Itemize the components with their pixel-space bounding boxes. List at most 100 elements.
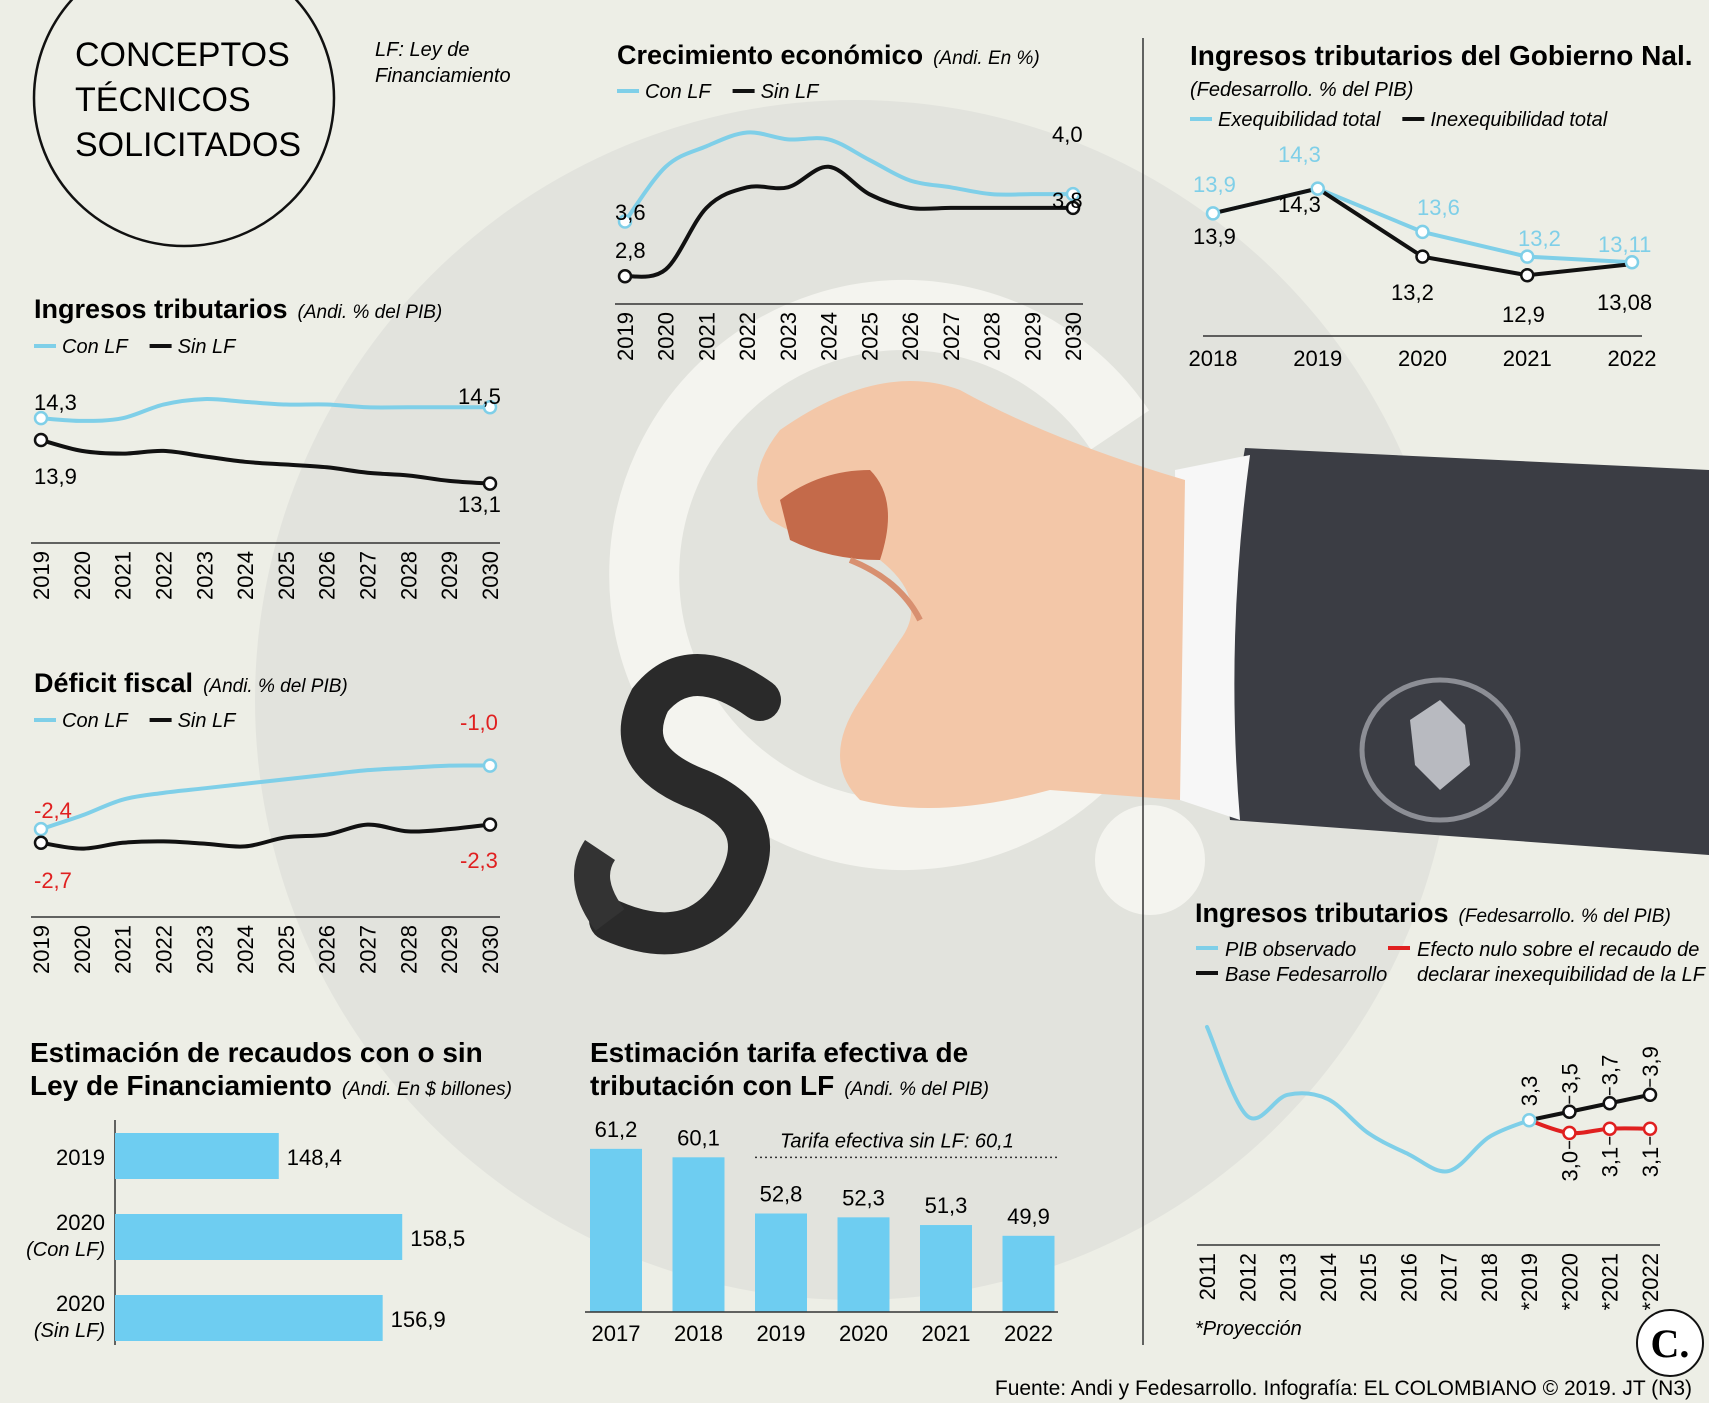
- data-label: -1,0: [460, 710, 498, 735]
- data-point: [33, 432, 49, 448]
- data-label: 13,9: [1193, 224, 1236, 249]
- x-tick-label: 2025: [857, 312, 882, 361]
- data-label: -2,4: [34, 798, 72, 823]
- data-point: [1642, 1087, 1658, 1103]
- x-tick-label: 2029: [437, 551, 462, 600]
- chart-subtitle: (Fedesarrollo. % del PIB): [1190, 79, 1413, 101]
- dollar-sign-icon: [574, 654, 781, 955]
- x-tick-label: 2024: [233, 551, 258, 600]
- x-tick-label: 2018: [674, 1321, 723, 1346]
- x-tick-label: 2030: [478, 925, 503, 974]
- data-label: -2,7: [34, 868, 72, 893]
- x-tick-label: 2014: [1316, 1253, 1341, 1302]
- data-point: [1065, 200, 1081, 216]
- series-line: [1527, 1092, 1652, 1123]
- data-label: 13,6: [1417, 195, 1460, 220]
- x-tick-label: 2019: [757, 1321, 806, 1346]
- legend-label: Sin LF: [178, 336, 238, 358]
- x-tick-label: 2020: [70, 551, 95, 600]
- bar: [920, 1225, 972, 1312]
- legend-label: Inexequibilidad total: [1430, 109, 1607, 131]
- data-point: [33, 821, 49, 837]
- note-line-1: LF: Ley de: [375, 39, 470, 61]
- series-line: [623, 130, 1075, 224]
- data-point: [1562, 1125, 1577, 1141]
- logo-icon: [1636, 1309, 1704, 1377]
- series-line: [1205, 1024, 1532, 1174]
- data-point: [1562, 1104, 1577, 1119]
- data-label: 3,7: [1598, 1055, 1623, 1086]
- x-tick-label: 2027: [356, 925, 381, 974]
- watermark-dot-icon: [1095, 805, 1205, 915]
- x-tick-label: 2020: [1398, 346, 1447, 371]
- chart-title: Déficit fiscal: [34, 668, 193, 698]
- data-point: [1602, 1096, 1617, 1111]
- x-tick-label: 2026: [898, 312, 923, 361]
- x-tick-label: 2023: [192, 551, 217, 600]
- series-line: [39, 763, 492, 832]
- source-text: Fuente: Andi y Fedesarrollo. Infografía:…: [995, 1377, 1692, 1400]
- data-label: 61,2: [595, 1117, 638, 1142]
- legend-label: Con LF: [62, 710, 129, 732]
- data-point: [1602, 1121, 1617, 1136]
- category-label: 2020: [56, 1291, 105, 1316]
- series-line: [39, 397, 492, 423]
- note-line-2: Financiamiento: [375, 65, 511, 87]
- data-label: 3,9: [1638, 1046, 1663, 1077]
- data-label: 13,9: [34, 464, 77, 489]
- x-tick-label: 2022: [151, 925, 176, 974]
- data-point: [617, 214, 633, 229]
- x-tick-label: 2027: [356, 551, 381, 600]
- x-tick-label: 2020: [70, 925, 95, 974]
- x-tick-label: 2012: [1235, 1253, 1260, 1302]
- x-tick-label: 2019: [613, 312, 638, 361]
- data-point: [482, 400, 498, 415]
- legend-label: Base Fedesarrollo: [1225, 964, 1387, 986]
- series-line: [39, 438, 492, 486]
- data-label: 52,3: [842, 1185, 885, 1210]
- chart-subtitle: (Andi. En %): [933, 48, 1040, 69]
- series-line: [39, 822, 492, 851]
- circle-line-3: SOLICITADOS: [75, 126, 301, 164]
- circle-line-2: TÉCNICOS: [75, 81, 251, 119]
- data-label: 3,5: [1557, 1063, 1582, 1094]
- x-tick-label: *2021: [1598, 1253, 1623, 1311]
- data-label: 51,3: [925, 1193, 968, 1218]
- data-label: 13,08: [1597, 290, 1652, 315]
- x-tick-label: 2019: [1293, 346, 1342, 371]
- data-point: [1624, 254, 1640, 270]
- data-point: [482, 817, 498, 832]
- chart-subtitle: (Andi. En $ billones): [342, 1079, 512, 1100]
- chart-title: Ingresos tributarios: [34, 294, 288, 324]
- hand-illustration-icon: [757, 381, 1709, 855]
- x-tick-label: 2029: [1020, 312, 1045, 361]
- x-tick-label: 2021: [111, 551, 136, 600]
- x-tick-label: 2018: [1477, 1253, 1502, 1302]
- watermark-circle: [255, 100, 1455, 1300]
- x-tick-label: 2022: [735, 312, 760, 361]
- legend-label: Con LF: [62, 336, 129, 358]
- data-label: 13,2: [1518, 226, 1561, 251]
- data-point: [1205, 206, 1221, 221]
- data-label: 2,8: [615, 238, 646, 263]
- legend-label: Sin LF: [178, 710, 238, 732]
- category-label: 2020: [56, 1210, 105, 1235]
- x-tick-label: *2022: [1638, 1253, 1663, 1311]
- data-label: 158,5: [410, 1226, 465, 1251]
- data-label: 13,1: [458, 492, 501, 517]
- x-tick-label: 2023: [776, 312, 801, 361]
- x-tick-label: 2024: [233, 925, 258, 974]
- legend-label: Efecto nulo sobre el recaudo de: [1417, 939, 1699, 961]
- x-tick-label: 2017: [592, 1321, 641, 1346]
- x-tick-label: 2019: [29, 551, 54, 600]
- data-label: 60,1: [677, 1125, 720, 1150]
- data-point: [1521, 1112, 1537, 1128]
- data-label: 12,9: [1502, 302, 1545, 327]
- footnote: *Proyección: [1195, 1318, 1302, 1340]
- chart-subtitle: (Andi. % del PIB): [844, 1079, 989, 1100]
- bar: [115, 1214, 403, 1260]
- series-line: [1527, 1118, 1652, 1136]
- chart-subtitle: (Fedesarrollo. % del PIB): [1459, 906, 1671, 927]
- data-point: [1065, 186, 1081, 202]
